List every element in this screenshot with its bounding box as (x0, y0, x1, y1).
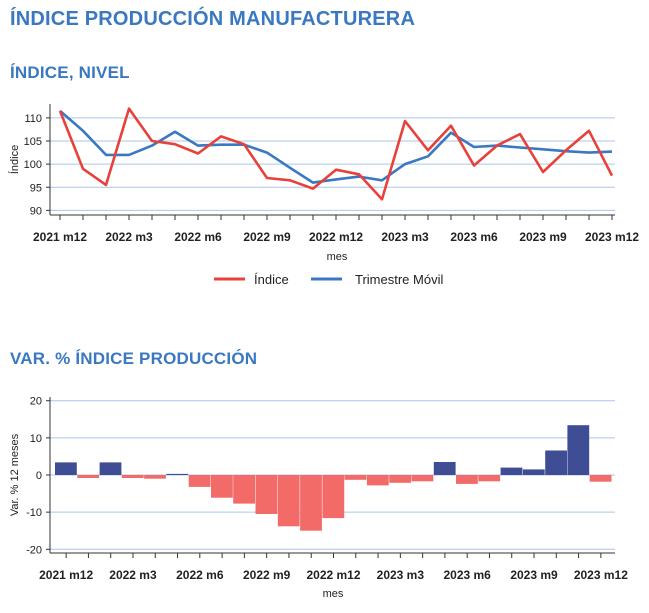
x-tick-label: 2023 m6 (450, 230, 498, 244)
x-tick-label: 2022 m3 (105, 230, 153, 244)
x-tick-label: 2021 m12 (39, 568, 93, 582)
x-tick-label: 2022 m9 (243, 230, 291, 244)
bar (589, 475, 612, 482)
bar (211, 475, 233, 498)
bar (233, 475, 255, 504)
bar (522, 469, 545, 475)
bar (300, 475, 322, 531)
x-tick-label: 2022 m12 (306, 568, 360, 582)
series-line-indice (58, 107, 614, 201)
x-tick-label: 2023 m6 (443, 568, 491, 582)
x-tick-label: 2023 m12 (585, 230, 639, 244)
x-tick-label: 2022 m6 (176, 568, 224, 582)
x-tick-label: 2022 m12 (309, 230, 363, 244)
y-axis-label: Índice (8, 145, 21, 174)
y-tick-label: 0 (36, 470, 42, 482)
x-tick-label: 2023 m9 (510, 568, 558, 582)
bar (144, 475, 166, 479)
x-axis-label: mes (327, 251, 348, 263)
bar (99, 462, 122, 475)
bar (567, 425, 590, 475)
y-tick-label: -20 (26, 544, 42, 556)
x-tick-label: 2021 m12 (33, 230, 87, 244)
bar (366, 475, 389, 486)
x-tick-label: 2023 m3 (377, 568, 425, 582)
x-tick-label: 2022 m3 (109, 568, 157, 582)
y-tick-label: 110 (24, 113, 42, 125)
y-tick-label: 90 (30, 205, 42, 217)
legend-label-indice: Índice (254, 272, 289, 287)
bar (344, 475, 367, 480)
bar (433, 462, 456, 475)
bar (277, 475, 300, 527)
x-tick-label: 2023 m9 (519, 230, 567, 244)
line-chart: 90 95 100 105 110 2021 m12 2022 m3 2022 m6 2022 … (8, 104, 639, 287)
y-tick-label: 20 (30, 396, 42, 408)
bar-chart: -20 -10 0 10 20 2021 m12 2022 m3 2022 m6 2022 m9… (9, 396, 628, 600)
bar (77, 475, 100, 478)
bar (545, 450, 567, 475)
x-tick-label: 2022 m9 (243, 568, 291, 582)
bar (456, 475, 478, 484)
page-title: ÍNDICE PRODUCCIÓN MANUFACTURERA (10, 8, 416, 30)
bar (478, 475, 501, 482)
legend-label-trimestre-movil: Trimestre Móvil (355, 272, 443, 287)
x-tick-label: 2023 m12 (574, 568, 628, 582)
bar (55, 462, 77, 475)
section-title-variation: VAR. % ÍNDICE PRODUCCIÓN (10, 349, 258, 368)
bar (411, 475, 434, 482)
bar (322, 475, 345, 519)
series-line-trimestre-movil (59, 109, 613, 184)
section-title-index-level: ÍNDICE, NIVEL (10, 63, 130, 82)
y-tick-label: 100 (24, 159, 42, 171)
bar (389, 475, 411, 483)
y-tick-label: -10 (26, 507, 42, 519)
x-tick-label: 2023 m3 (381, 230, 429, 244)
bar (121, 475, 144, 478)
x-tick-label: 2022 m6 (174, 230, 222, 244)
bar (500, 467, 523, 475)
bar (255, 475, 278, 514)
bar (188, 475, 211, 487)
bar (166, 473, 189, 475)
y-tick-label: 10 (30, 433, 42, 445)
y-tick-label: 105 (24, 136, 42, 148)
y-tick-label: 95 (30, 182, 42, 194)
x-axis-label: mes (323, 588, 344, 600)
y-axis-label: Var. % 12 meses (9, 433, 21, 516)
